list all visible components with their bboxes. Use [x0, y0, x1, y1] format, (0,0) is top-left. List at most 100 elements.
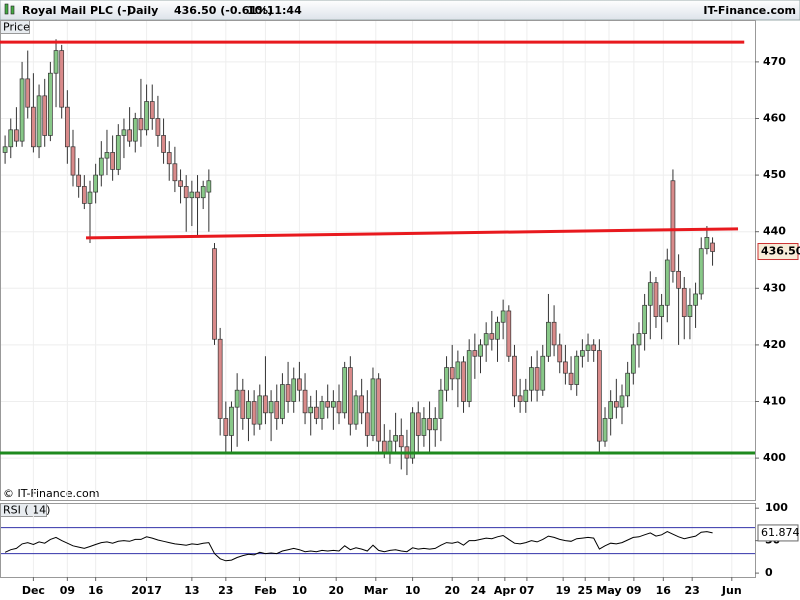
candle-body	[602, 418, 608, 442]
candle-body	[172, 163, 178, 182]
candle-body	[268, 401, 274, 414]
candle-body	[568, 372, 574, 385]
candle-body	[217, 338, 223, 419]
candle-body	[81, 186, 87, 204]
x-tick-label: Apr	[494, 584, 516, 597]
candle-body	[347, 367, 353, 425]
candle-body	[336, 401, 342, 414]
candle-body	[580, 350, 585, 357]
candle-body	[257, 395, 263, 425]
candle-body	[251, 401, 257, 425]
candle-body	[466, 350, 472, 402]
x-tick-label: 16	[88, 584, 104, 597]
trend-line	[86, 227, 739, 240]
rsi-label-box	[0, 503, 47, 517]
candle-body	[53, 50, 59, 74]
candle-body	[670, 180, 676, 272]
x-tick-label: 25	[578, 584, 593, 597]
candle-body	[70, 146, 76, 176]
candle-body	[534, 367, 540, 391]
candle-body	[2, 146, 8, 153]
quote: 436.50 (-0.61%)	[174, 4, 273, 17]
candle-body	[127, 129, 132, 142]
candle-body	[500, 310, 506, 323]
candle-body	[308, 406, 314, 414]
candle-body	[364, 412, 370, 436]
panel-label-box	[0, 20, 30, 34]
time: 10:11:44	[247, 4, 302, 17]
candle-body	[178, 180, 183, 187]
candle-body	[376, 378, 381, 442]
x-tick-label: May	[596, 584, 621, 597]
x-tick-label: 19	[555, 584, 570, 597]
rsi-value-label: 61.874	[761, 526, 800, 539]
candle-body	[31, 106, 36, 148]
candle-body	[195, 191, 200, 199]
candle-body	[608, 401, 614, 419]
candle-body	[540, 355, 546, 391]
x-tick-label: 09	[60, 584, 75, 597]
candle-body	[93, 174, 98, 193]
x-tick-label: 10	[405, 584, 421, 597]
candle-body	[506, 310, 512, 357]
candle-body	[132, 118, 138, 142]
candle-body	[189, 191, 195, 199]
candle-body	[676, 270, 681, 289]
x-tick-label: 2017	[131, 584, 162, 597]
candle-body	[25, 78, 31, 108]
candle-body	[642, 304, 647, 334]
candle-body	[291, 378, 297, 402]
rsi-label: RSI ( 14)	[3, 504, 50, 517]
candle-body	[613, 401, 619, 408]
candle-body	[393, 435, 398, 442]
candle-body	[359, 395, 365, 414]
candle-body	[619, 395, 625, 408]
x-tick-label: 20	[329, 584, 345, 597]
x-tick-label: 10	[292, 584, 308, 597]
candle-body	[489, 333, 495, 340]
y-tick-label: 450	[763, 168, 786, 181]
candle-body	[87, 191, 93, 204]
candle-body	[664, 259, 670, 306]
candle-body	[398, 435, 404, 448]
candle-body	[438, 389, 444, 419]
x-tick-label: Feb	[254, 584, 277, 597]
y-tick-label: 460	[763, 111, 786, 124]
candle-body	[161, 135, 166, 153]
candle-body	[325, 401, 331, 408]
candle-body	[59, 50, 65, 108]
candle-body	[246, 401, 251, 419]
candle-body	[636, 333, 642, 346]
candle-body	[342, 367, 348, 414]
candle-body	[263, 395, 268, 414]
candle-body	[353, 395, 359, 425]
candle-body	[410, 412, 415, 459]
y-tick-label: 410	[763, 395, 786, 408]
x-tick-label: 13	[184, 584, 199, 597]
rsi-y-tick-label: 0	[765, 566, 773, 579]
x-tick-label: 07	[519, 584, 534, 597]
candle-body	[478, 344, 483, 357]
candle-body	[280, 384, 285, 419]
y-tick-label: 470	[763, 55, 786, 68]
y-tick-label: 430	[763, 281, 786, 294]
candle-body	[529, 367, 534, 391]
candle-body	[48, 72, 53, 136]
rsi-value-box	[757, 524, 799, 542]
candle-body	[710, 242, 715, 252]
rsi-panel	[0, 503, 756, 578]
brand: IT-Finance.com	[703, 4, 796, 17]
x-tick-label: 23	[218, 584, 233, 597]
candle-body	[625, 372, 631, 397]
rsi-y-tick-label: 100	[765, 501, 788, 514]
x-tick-label: Jun	[721, 584, 742, 597]
x-tick-label: 23	[685, 584, 700, 597]
candle-body	[138, 118, 144, 131]
candle-body	[432, 418, 438, 431]
candle-body	[574, 355, 580, 385]
candle-body	[155, 118, 161, 136]
header-icon	[4, 3, 9, 15]
last-value-label: 436.50	[761, 245, 800, 258]
candle-body	[647, 282, 653, 306]
candle-body	[449, 367, 455, 380]
